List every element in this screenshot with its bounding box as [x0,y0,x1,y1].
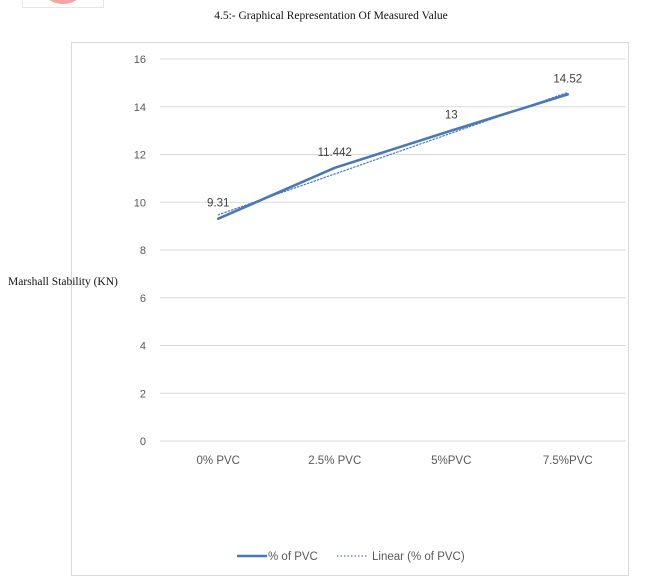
data-label: 9.31 [207,198,229,210]
x-tick-labels: 0% PVC 2.5% PVC 5%PVC 7.5%PVC [197,455,593,467]
y-axis-title: Marshall Stability (KN) [8,276,118,288]
data-label: 11.442 [318,147,352,159]
logo-arc [43,0,83,4]
x-tick-label: 2.5% PVC [308,455,361,467]
y-tick-label: 6 [140,293,146,305]
y-tick-label: 16 [134,54,146,66]
x-tick-label: 0% PVC [197,455,240,467]
series-line-pvc [216,93,570,221]
legend-label-pvc: % of PVC [268,551,318,563]
data-label: 13 [445,110,458,122]
y-tick-label: 10 [134,197,146,209]
series-lines [216,91,570,221]
x-tick-label: 7.5%PVC [543,455,593,467]
legend: % of PVC Linear (% of PVC) [237,551,465,563]
chart-frame [71,42,629,576]
legend-label-linear: Linear (% of PVC) [372,551,465,563]
data-labels: 9.31 11.442 13 14.52 [207,73,582,209]
y-tick-label: 8 [140,245,146,257]
figure-caption: 4.5:- Graphical Representation Of Measur… [214,10,448,22]
y-tick-label: 14 [134,102,146,114]
gridlines [160,58,626,442]
y-tick-label: 12 [134,150,146,162]
trendline-linear [217,91,569,216]
x-tick-label: 5%PVC [431,455,471,467]
y-tick-labels: 0 2 4 6 8 10 12 14 16 [134,54,146,448]
y-tick-label: 0 [140,436,146,448]
logo-fragment [22,0,104,8]
y-tick-label: 4 [140,341,146,353]
data-label: 14.52 [553,73,582,85]
y-tick-label: 2 [140,388,146,400]
